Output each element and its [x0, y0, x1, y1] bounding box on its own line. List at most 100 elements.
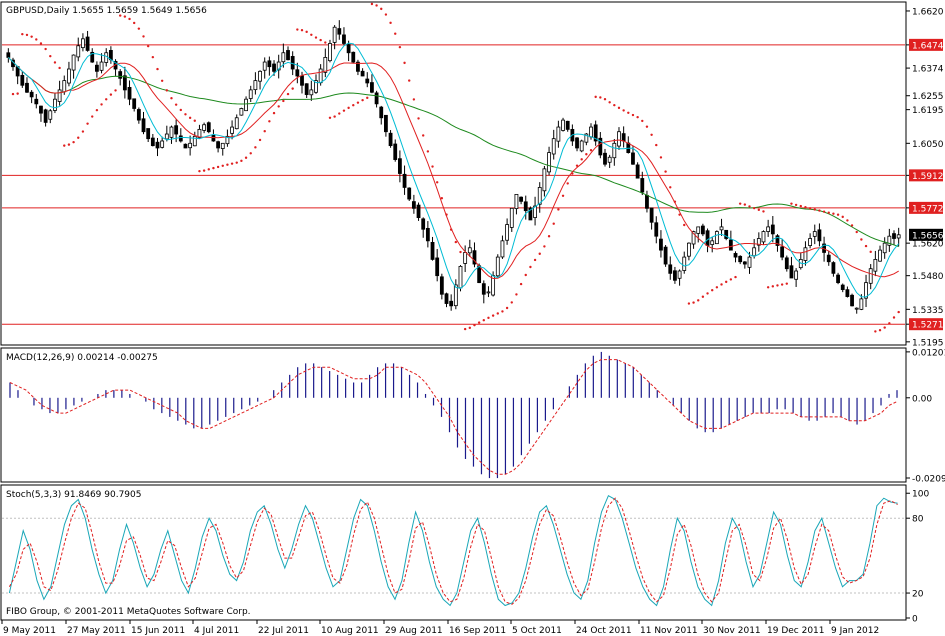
sar-dot	[440, 196, 444, 200]
time-tick-label: 19 Dec 2011	[767, 626, 825, 636]
candle-body	[202, 124, 207, 131]
sar-dot	[366, 96, 369, 100]
candle-body	[467, 247, 472, 254]
sar-dot	[338, 112, 341, 115]
candle-body	[892, 233, 896, 239]
candle-body	[621, 133, 626, 142]
candle-body	[127, 87, 132, 100]
candle-body	[542, 168, 547, 192]
candle-body	[435, 257, 440, 277]
sar-dot	[394, 32, 397, 35]
sar-dot	[403, 61, 406, 65]
candle-body	[509, 207, 514, 228]
sar-dot	[678, 213, 681, 216]
macd-title: MACD(12,26,9) 0.00214 -0.00275	[6, 353, 158, 363]
sar-dot	[375, 4, 378, 7]
price-tick-label: 1.5480	[912, 272, 944, 282]
sar-dot	[422, 134, 425, 137]
sar-dot	[212, 166, 215, 170]
level-label: 1.5912	[912, 172, 944, 182]
time-tick-label: 24 Oct 2011	[576, 626, 632, 636]
candle-body	[528, 207, 533, 221]
candle-body	[640, 178, 645, 193]
sar-dot	[836, 213, 840, 216]
time-tick-label: 30 Nov 2011	[703, 626, 761, 636]
level-label-box	[909, 38, 943, 51]
candle-body	[724, 229, 729, 239]
sar-dot	[785, 282, 788, 285]
candle-body	[300, 75, 304, 86]
sar-dot	[146, 44, 150, 48]
price-tick-label: 1.6050	[912, 140, 944, 150]
candle-body	[146, 128, 151, 140]
candle-body	[761, 231, 766, 243]
sar-dot	[897, 310, 900, 314]
sar-dot	[752, 206, 756, 210]
sar-dot	[496, 312, 499, 315]
candle-body	[453, 284, 458, 307]
copyright-text: FIBO Group, © 2001-2011 MetaQuotes Softw…	[6, 607, 251, 617]
macd-plot	[9, 351, 898, 479]
stoch-tick-label: 20	[912, 590, 924, 600]
macd-tick-label: 0.00	[912, 394, 932, 404]
candle-body	[234, 117, 239, 130]
candle-body	[90, 51, 95, 63]
candle-body	[262, 61, 267, 71]
candle-body	[192, 135, 197, 147]
candle-body	[225, 135, 230, 145]
candle-body	[663, 246, 668, 265]
macd-panel-frame	[0, 347, 907, 483]
sar-dot	[585, 153, 588, 156]
candle-body	[812, 231, 817, 237]
sar-dot	[30, 35, 33, 38]
sar-dot	[412, 98, 416, 101]
sar-dot	[706, 292, 709, 295]
sar-dot	[729, 278, 733, 281]
time-tick-label: 16 Sep 2011	[449, 626, 506, 636]
candle-body	[304, 83, 309, 95]
candle-body	[407, 187, 412, 200]
candle-body	[645, 194, 649, 209]
sar-dot	[254, 146, 257, 149]
candle-body	[421, 218, 426, 230]
sar-dot	[878, 329, 882, 332]
sma-slow-line	[7, 57, 899, 248]
candle-body	[290, 56, 295, 70]
candle-body	[281, 52, 286, 63]
candle-body	[20, 74, 25, 86]
sar-dot	[174, 103, 178, 106]
sar-dot	[132, 21, 136, 25]
candle-body	[780, 246, 785, 258]
sar-dot	[114, 89, 117, 92]
sar-dot	[95, 108, 99, 112]
sar-dot	[501, 310, 504, 313]
sar-dot	[361, 98, 364, 102]
sar-dot	[491, 314, 495, 317]
time-tick-label: 22 Jul 2011	[258, 626, 309, 636]
candle-body	[29, 91, 34, 98]
sar-dot	[49, 54, 52, 58]
sar-dot	[883, 326, 886, 329]
sar-dot	[790, 202, 793, 205]
candle-body	[477, 265, 482, 284]
sar-dot	[16, 92, 19, 95]
sar-dot	[510, 301, 513, 304]
sar-dot	[160, 79, 164, 82]
sar-dot	[188, 116, 192, 120]
sar-dot	[81, 130, 85, 133]
candle-body	[136, 109, 141, 121]
candle-body	[164, 133, 169, 140]
sar-dot	[659, 156, 663, 159]
stoch-tick-label: 0	[912, 615, 918, 625]
sar-dot	[324, 41, 327, 44]
candle-body	[687, 242, 691, 257]
candle-body	[295, 69, 300, 77]
sar-dot	[352, 104, 355, 107]
sar-dot	[459, 250, 462, 254]
sar-dot	[613, 103, 616, 107]
sar-dot	[599, 96, 602, 99]
candle-body	[342, 34, 346, 44]
candle-body	[505, 224, 510, 241]
sar-dot	[389, 21, 392, 25]
candle-body	[631, 152, 635, 165]
